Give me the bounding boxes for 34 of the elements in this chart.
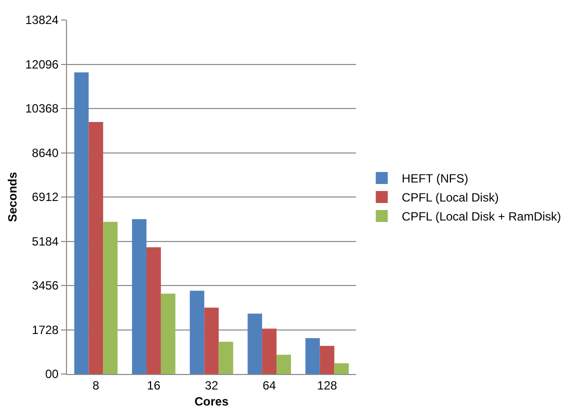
- bar: [218, 342, 234, 374]
- x-tick-label: 32: [204, 378, 218, 392]
- bar: [88, 122, 104, 374]
- legend-label: HEFT (NFS): [402, 172, 468, 186]
- y-tick-label: 12096: [25, 57, 59, 72]
- legend-label: CPFL (Local Disk + RamDisk): [402, 210, 562, 224]
- y-tick-label: 3456: [32, 278, 59, 293]
- x-tick-label: 16: [147, 378, 161, 392]
- bar: [262, 328, 277, 374]
- x-axis-title: Cores: [194, 394, 229, 408]
- bar: [305, 338, 320, 374]
- bar: [160, 294, 176, 374]
- y-axis-title: Seconds: [6, 172, 20, 222]
- bar: [204, 308, 219, 374]
- bar: [248, 314, 262, 374]
- bar: [276, 354, 291, 374]
- x-tick-label: 8: [92, 378, 100, 392]
- y-tick-label: 10368: [25, 102, 59, 116]
- bar: [190, 290, 204, 374]
- bar: [320, 346, 334, 374]
- bar: [103, 222, 118, 374]
- bar: [146, 247, 161, 374]
- x-tick-label: 64: [262, 378, 276, 392]
- y-tick-label: 6912: [32, 190, 59, 204]
- y-tick-label: 1728: [32, 322, 59, 337]
- y-tick-label: 13824: [25, 13, 59, 28]
- y-tick-label: 8640: [32, 146, 59, 160]
- y-tick-label: 5184: [32, 234, 59, 248]
- bar: [132, 219, 146, 374]
- legend-label: CPFL (Local Disk): [402, 190, 499, 205]
- bar: [334, 363, 349, 374]
- x-tick-label: 128: [317, 378, 338, 392]
- bar: [74, 72, 89, 374]
- y-tick-label: 00: [45, 367, 59, 382]
